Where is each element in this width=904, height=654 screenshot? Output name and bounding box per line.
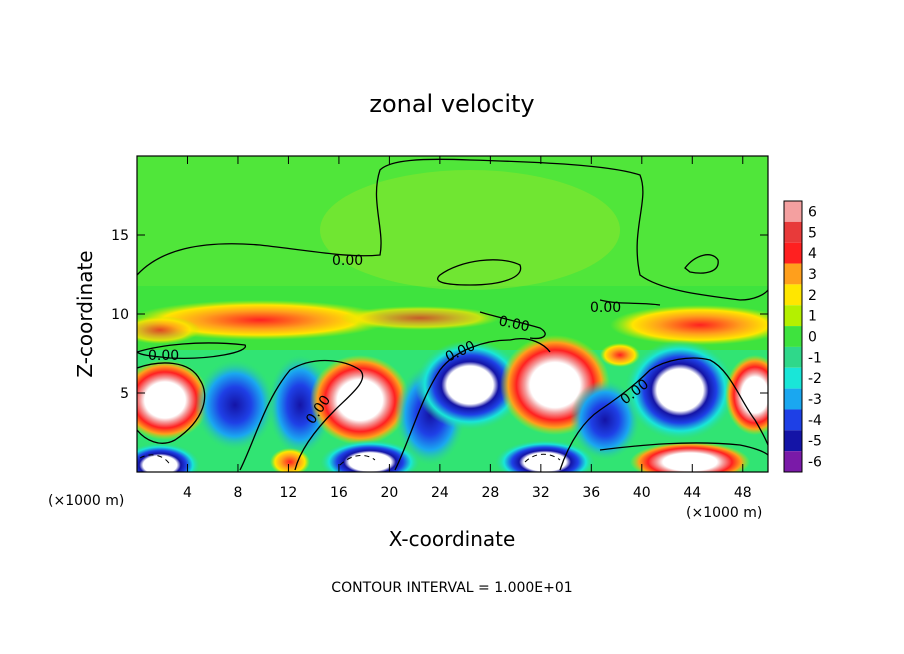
colorbar-swatch bbox=[784, 221, 802, 243]
colorbar-label: 0 bbox=[808, 330, 817, 346]
y-tick-label: 10 bbox=[111, 307, 129, 323]
colorbar-swatch bbox=[784, 305, 802, 327]
contour-label: 0.00 bbox=[148, 348, 179, 364]
colorbar-swatch bbox=[784, 388, 802, 410]
x-unit-right: (×1000 m) bbox=[686, 505, 762, 521]
contour-label: 0.00 bbox=[332, 253, 363, 269]
colorbar-label: -1 bbox=[808, 350, 822, 366]
colorbar-label: -2 bbox=[808, 371, 822, 387]
colorbar-swatch bbox=[784, 367, 802, 389]
x-tick-label: 16 bbox=[330, 485, 348, 501]
colorbar-swatch bbox=[784, 409, 802, 431]
colorbar-label: 5 bbox=[808, 225, 817, 241]
chart-title: zonal velocity bbox=[369, 90, 534, 118]
x-tick-label: 28 bbox=[481, 485, 499, 501]
x-tick-label: 36 bbox=[582, 485, 600, 501]
y-axis-label: Z-coordinate bbox=[73, 250, 97, 377]
x-tick-label: 4 bbox=[183, 485, 192, 501]
velocity-field bbox=[137, 156, 768, 472]
colorbar: 6 5 4 3 2 1 0 -1 -2 -3 -4 -5 -6 bbox=[783, 200, 822, 473]
colorbar-label: -4 bbox=[808, 413, 822, 429]
x-tick-label: 8 bbox=[233, 485, 242, 501]
colorbar-swatch bbox=[784, 326, 802, 347]
colorbar-label: 3 bbox=[808, 267, 817, 283]
colorbar-swatch bbox=[784, 430, 802, 452]
colorbar-label: -6 bbox=[808, 455, 822, 471]
contour-labels: 0.00 0.00 0.00 0.00 0.00 0.00 0.00 bbox=[148, 253, 652, 427]
x-axis-label: X-coordinate bbox=[389, 527, 516, 551]
x-tick-label: 44 bbox=[683, 485, 701, 501]
x-axis: 4 8 12 16 20 24 28 32 36 40 44 48 bbox=[183, 156, 752, 501]
colorbar-label: -3 bbox=[808, 392, 822, 408]
x-tick-label: 40 bbox=[633, 485, 651, 501]
colorbar-label: 1 bbox=[808, 309, 817, 325]
contour-label: 0.00 bbox=[497, 313, 531, 335]
colorbar-label: 6 bbox=[808, 204, 817, 220]
x-tick-label: 24 bbox=[431, 485, 449, 501]
contour-label: 0.00 bbox=[590, 300, 621, 316]
y-tick-label: 15 bbox=[111, 228, 129, 244]
colorbar-frame bbox=[783, 200, 803, 473]
y-axis: 5 10 15 bbox=[111, 228, 768, 402]
colorbar-swatch bbox=[784, 284, 802, 306]
colorbar-swatch bbox=[784, 451, 802, 472]
negative-contours bbox=[139, 453, 561, 466]
x-tick-label: 20 bbox=[380, 485, 398, 501]
colorbar-swatch bbox=[784, 242, 802, 264]
x-unit-left: (×1000 m) bbox=[48, 493, 124, 509]
x-tick-label: 32 bbox=[532, 485, 550, 501]
colorbar-label: 2 bbox=[808, 288, 817, 304]
y-tick-label: 5 bbox=[120, 386, 129, 402]
colorbar-label: -5 bbox=[808, 434, 822, 450]
colorbar-label: 4 bbox=[808, 246, 817, 262]
contour-interval: CONTOUR INTERVAL = 1.000E+01 bbox=[331, 580, 572, 596]
colorbar-swatch bbox=[784, 201, 802, 222]
x-tick-label: 12 bbox=[280, 485, 298, 501]
x-tick-label: 48 bbox=[734, 485, 752, 501]
colorbar-swatch bbox=[784, 346, 802, 368]
zero-contours bbox=[137, 158, 768, 471]
colorbar-swatch bbox=[784, 263, 802, 285]
